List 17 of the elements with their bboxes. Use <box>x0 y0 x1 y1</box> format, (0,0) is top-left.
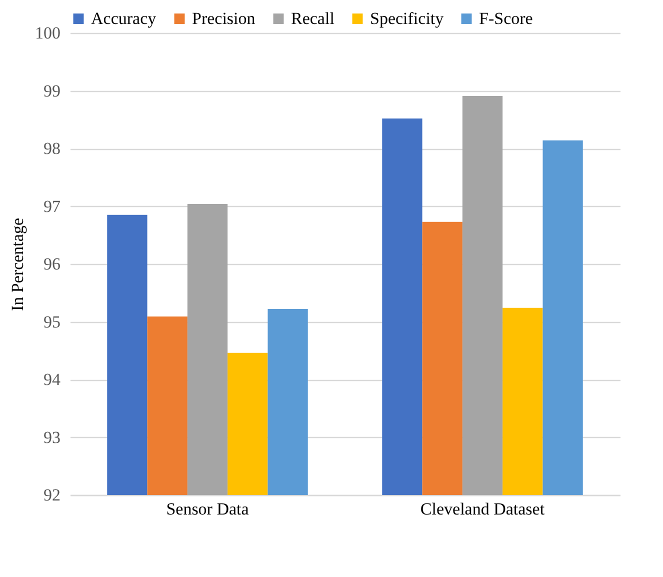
y-tick-label: 94 <box>44 370 61 389</box>
x-tick-label: Sensor Data <box>166 500 250 518</box>
x-tick-label: Cleveland Dataset <box>420 500 545 518</box>
y-tick-label: 95 <box>44 312 60 332</box>
legend-label: Specificity <box>370 8 444 28</box>
y-axis-title: In Percentage <box>8 218 27 311</box>
y-tick-label: 96 <box>44 254 60 274</box>
y-tick-label: 99 <box>44 81 60 100</box>
legend-label: Recall <box>291 8 335 28</box>
legend-label: F-Score <box>479 8 533 28</box>
y-tick-label: 97 <box>44 196 61 216</box>
legend-label: Precision <box>192 8 256 28</box>
y-tick-label: 98 <box>44 139 60 158</box>
legend-label: Accuracy <box>91 8 157 28</box>
y-tick-label: 100 <box>35 24 60 42</box>
y-tick-label: 93 <box>44 428 60 447</box>
y-tick-label: 92 <box>44 486 60 504</box>
